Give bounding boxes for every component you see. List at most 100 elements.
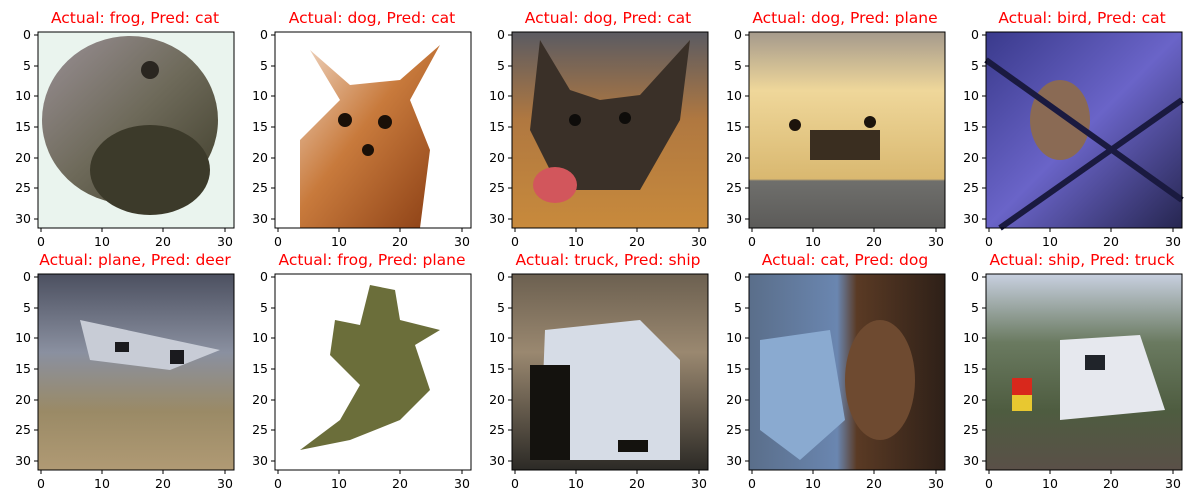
y-tick: 10 [726,88,742,103]
y-tick: 20 [726,392,742,407]
y-tick: 0 [734,27,742,42]
panel-title: Actual: dog, Pred: plane [752,9,937,27]
x-tick: 0 [511,476,519,491]
y-tick: 0 [734,269,742,284]
x-axis: 0 10 20 30 [748,470,944,491]
y-tick: 30 [726,211,742,226]
image-content [38,32,234,228]
y-tick: 10 [489,330,505,345]
y-tick: 15 [963,119,979,134]
x-axis: 0 10 20 30 [274,470,470,491]
x-axis: 0 10 20 30 [511,470,707,491]
y-axis: 0 5 10 15 20 25 30 [252,269,275,468]
x-tick: 30 [217,476,233,491]
panel-title: Actual: ship, Pred: truck [989,251,1174,269]
y-tick: 15 [15,119,31,134]
x-tick: 20 [155,234,171,249]
x-tick: 0 [37,476,45,491]
image-content [986,274,1182,470]
image-content [275,32,471,228]
y-tick: 0 [971,27,979,42]
x-tick: 30 [928,476,944,491]
y-tick: 10 [252,88,268,103]
y-tick: 15 [726,361,742,376]
y-tick: 25 [726,180,742,195]
x-tick: 0 [511,234,519,249]
y-tick: 25 [252,422,268,437]
y-tick: 30 [963,453,979,468]
x-tick: 30 [691,234,707,249]
y-tick: 5 [260,58,268,73]
y-tick: 0 [260,269,268,284]
image-content [984,32,1184,231]
y-tick: 5 [971,300,979,315]
y-tick: 20 [963,150,979,165]
y-axis: 0 5 10 15 20 25 30 [15,269,38,468]
x-tick: 30 [454,234,470,249]
y-tick: 10 [963,330,979,345]
x-tick: 10 [331,234,347,249]
y-axis: 0 5 10 15 20 25 30 [963,269,986,468]
y-tick: 10 [15,88,31,103]
y-tick: 20 [252,392,268,407]
y-tick: 0 [23,27,31,42]
x-axis: 0 10 20 30 [985,470,1181,491]
x-tick: 0 [274,476,282,491]
y-tick: 5 [23,58,31,73]
y-tick: 30 [252,453,268,468]
x-tick: 30 [1165,234,1181,249]
y-tick: 30 [252,211,268,226]
y-tick: 30 [15,211,31,226]
y-tick: 25 [252,180,268,195]
y-tick: 0 [497,269,505,284]
x-tick: 30 [1165,476,1181,491]
y-tick: 20 [726,150,742,165]
y-tick: 15 [252,119,268,134]
y-tick: 25 [726,422,742,437]
panel-5: Actual: plane, Pred: deer 0 10 20 30 0 5… [15,251,235,491]
x-tick: 0 [748,234,756,249]
y-tick: 30 [489,211,505,226]
y-tick: 15 [15,361,31,376]
y-tick: 15 [963,361,979,376]
x-tick: 30 [691,476,707,491]
y-tick: 20 [489,150,505,165]
y-tick: 5 [734,300,742,315]
panel-title: Actual: dog, Pred: cat [525,9,691,27]
y-tick: 25 [489,422,505,437]
x-axis: 0 10 20 30 [37,470,233,491]
y-axis: 0 5 10 15 20 25 30 [963,27,986,226]
panel-2: Actual: dog, Pred: cat 0 10 20 30 0 5 10… [489,9,709,249]
y-tick: 5 [734,58,742,73]
image-content [749,274,945,470]
x-tick: 0 [985,234,993,249]
y-axis: 0 5 10 15 20 25 30 [726,269,749,468]
x-tick: 20 [392,234,408,249]
y-axis: 0 5 10 15 20 25 30 [252,27,275,226]
panel-6: Actual: frog, Pred: plane 0 10 20 30 0 5… [252,251,472,491]
y-tick: 0 [23,269,31,284]
y-tick: 10 [963,88,979,103]
x-tick: 0 [37,234,45,249]
panel-9: Actual: ship, Pred: truck 0 10 20 30 0 5… [963,251,1183,491]
y-tick: 25 [15,422,31,437]
x-tick: 30 [454,476,470,491]
panel-4: Actual: bird, Pred: cat 0 10 20 30 0 5 1… [963,9,1184,249]
y-tick: 20 [489,392,505,407]
panel-title: Actual: plane, Pred: deer [39,251,231,269]
x-tick: 0 [748,476,756,491]
image-content [749,32,945,228]
y-tick: 0 [497,27,505,42]
x-axis: 0 10 20 30 [274,228,470,249]
x-tick: 10 [568,234,584,249]
x-tick: 10 [805,476,821,491]
x-tick: 20 [629,234,645,249]
x-tick: 10 [1042,476,1058,491]
y-tick: 5 [23,300,31,315]
y-tick: 10 [726,330,742,345]
y-tick: 10 [15,330,31,345]
x-tick: 20 [866,476,882,491]
x-axis: 0 10 20 30 [985,228,1181,249]
y-tick: 15 [726,119,742,134]
y-tick: 20 [252,150,268,165]
